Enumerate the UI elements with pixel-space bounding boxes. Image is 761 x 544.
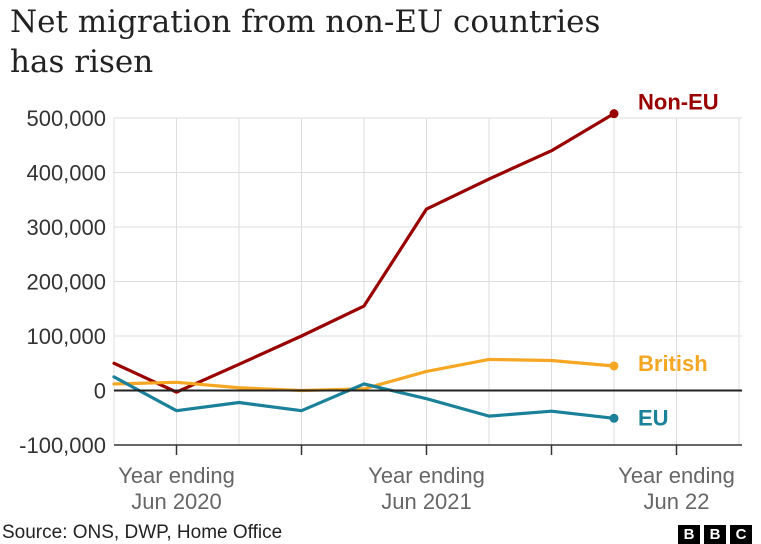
y-tick-label: 500,000 [26,106,106,131]
chart-title-line-1: Net migration from non-EU countries [10,4,601,40]
series-line-eu [112,375,616,420]
y-tick-label: 200,000 [26,270,106,295]
series-label-non-eu: Non-EU [638,90,719,115]
x-tick-label: Year ending [368,463,485,488]
series-line-british [112,357,616,393]
y-tick-label: 100,000 [26,324,106,349]
series-label-eu: EU [638,405,669,430]
bbc-logo-letter: B [678,525,700,544]
x-tick-label: Year ending [618,463,735,488]
y-tick-label: -100,000 [19,433,106,458]
chart-title: Net migration from non-EU countries has … [10,2,750,82]
y-tick-label: 0 [94,379,106,404]
line-chart: 500,000 400,000 300,000 200,000 100,000 0 -100… [19,90,742,514]
chart-title-line-2: has risen [10,44,154,80]
y-tick-label: 400,000 [26,161,106,186]
series-end-marker-british [609,361,619,371]
bbc-logo: B B C [678,525,752,544]
bbc-logo-letter: B [704,525,726,544]
x-tick-label: Jun 2021 [381,489,472,514]
series-end-marker-eu [609,413,619,423]
source-note: Source: ONS, DWP, Home Office [2,522,283,543]
series-label-british: British [638,351,708,376]
x-tick-label: Jun 22 [643,489,709,514]
x-tick-label: Jun 2020 [131,489,222,514]
bbc-logo-letter: C [730,525,752,544]
y-tick-label: 300,000 [26,215,106,240]
x-tick-label: Year ending [118,463,235,488]
series-end-marker-non-eu [609,109,619,119]
